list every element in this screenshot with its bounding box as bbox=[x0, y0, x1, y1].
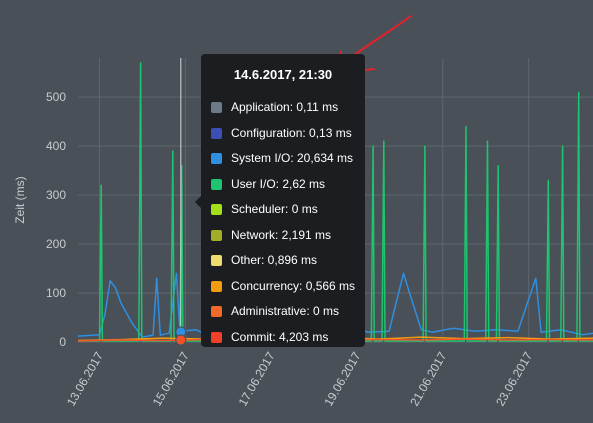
tooltip-item: User I/O: 2,62 ms bbox=[211, 176, 355, 204]
tooltip-item-label: Concurrency: 0,566 ms bbox=[231, 278, 356, 293]
y-tick-label: 400 bbox=[46, 139, 66, 153]
tooltip-item: Configuration: 0,13 ms bbox=[211, 125, 355, 153]
y-tick-label: 200 bbox=[46, 237, 66, 251]
tooltip-item-label: Commit: 4,203 ms bbox=[231, 329, 329, 344]
series-line bbox=[78, 62, 593, 342]
tooltip-swatch bbox=[211, 255, 222, 266]
tooltip-item: Commit: 4,203 ms bbox=[211, 329, 355, 357]
y-tick-label: 500 bbox=[46, 90, 66, 104]
tooltip-swatch bbox=[211, 102, 222, 113]
tooltip-item: Concurrency: 0,566 ms bbox=[211, 278, 356, 306]
tooltip-item: Application: 0,11 ms bbox=[211, 101, 355, 127]
tooltip-swatch bbox=[211, 204, 222, 215]
x-tick-label: 21.06.2017 bbox=[407, 349, 449, 408]
hover-cursor bbox=[175, 58, 187, 347]
tooltip-item: Network: 2,191 ms bbox=[211, 227, 355, 255]
y-tick-label: 0 bbox=[59, 335, 66, 349]
tooltip-item: Other: 0,896 ms bbox=[211, 254, 355, 280]
tooltip-item-label: Network: 2,191 ms bbox=[231, 227, 332, 242]
x-axis: 13.06.2017 15.06.2017 17.06.2017 19.06.2017… bbox=[64, 349, 535, 408]
tooltip-item: System I/O: 20,634 ms bbox=[211, 152, 355, 178]
y-axis-title: Zeit (ms) bbox=[13, 176, 27, 223]
y-tick-label: 100 bbox=[46, 286, 66, 300]
tooltip-item-label: Scheduler: 0 ms bbox=[231, 202, 318, 216]
tooltip-item-label: Administrative: 0 ms bbox=[231, 304, 340, 318]
tooltip-swatch bbox=[211, 153, 222, 164]
tooltip-item-label: Other: 0,896 ms bbox=[231, 253, 318, 267]
data-point-marker bbox=[175, 334, 187, 346]
tooltip-item-label: Application: 0,11 ms bbox=[231, 100, 339, 114]
x-tick-label: 17.06.2017 bbox=[236, 349, 278, 408]
tooltip-item-label: Configuration: 0,13 ms bbox=[231, 125, 352, 140]
y-tick-label: 300 bbox=[46, 188, 66, 202]
tooltip-swatch bbox=[211, 331, 222, 343]
x-tick-label: 19.06.2017 bbox=[321, 349, 363, 408]
x-tick-label: 23.06.2017 bbox=[493, 349, 535, 408]
tooltip-swatch bbox=[211, 178, 222, 190]
tooltip-swatch bbox=[211, 306, 222, 317]
tooltip-swatch bbox=[211, 127, 222, 139]
tooltip-list: Application: 0,11 ms Configuration: 0,13 … bbox=[211, 101, 355, 356]
tooltip-title: 14.6.2017, 21:30 bbox=[233, 67, 333, 82]
tooltip-swatch bbox=[211, 280, 222, 292]
x-tick-label: 13.06.2017 bbox=[64, 349, 106, 408]
tooltip-item: Administrative: 0 ms bbox=[211, 305, 355, 331]
x-tick-label: 15.06.2017 bbox=[150, 349, 192, 408]
tooltip-swatch bbox=[211, 229, 222, 241]
tooltip-item-label: System I/O: 20,634 ms bbox=[231, 151, 354, 165]
tooltip-item: Scheduler: 0 ms bbox=[211, 203, 355, 229]
tooltip: 14.6.2017, 21:30 Application: 0,11 ms Con… bbox=[195, 54, 365, 347]
y-axis: 0 100 200 300 400 500 bbox=[46, 90, 66, 349]
tooltip-item-label: User I/O: 2,62 ms bbox=[231, 176, 326, 191]
